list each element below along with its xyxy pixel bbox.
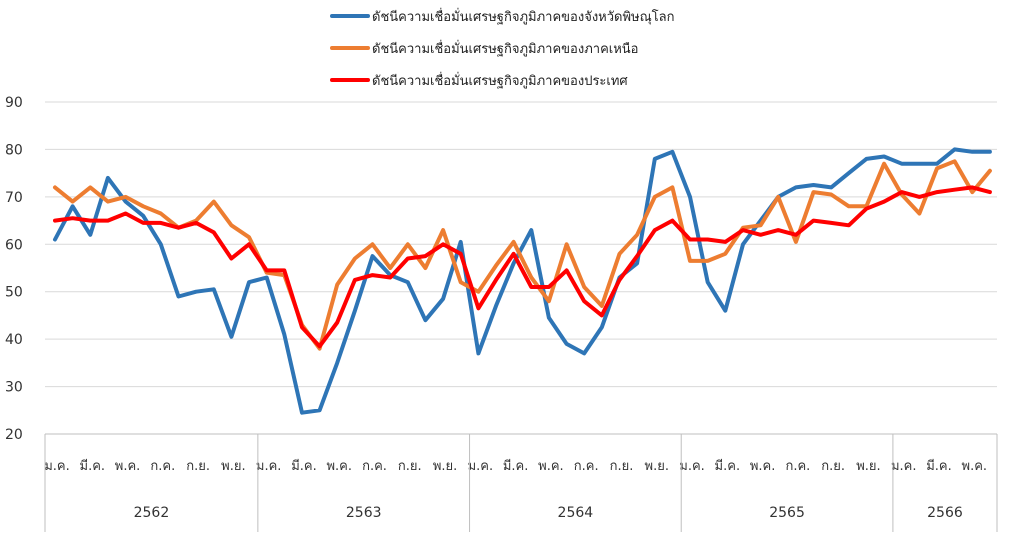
year-label: 2565 [769,505,805,521]
y-tick-label: 90 [5,95,23,111]
year-label: 2564 [558,505,594,521]
x-tick-label: ก.ค. [150,459,175,474]
x-tick-label: ม.ค. [891,459,917,474]
x-tick-label: ก.ย. [398,459,422,474]
series-line-2 [53,159,992,351]
grid-layer [45,101,997,388]
x-tick-label: มี.ค. [715,458,741,474]
x-tick-label: พ.ย. [856,459,880,474]
x-tick-label: ม.ค. [44,459,70,474]
legend-label: ดัชนีความเชื่อมั่นเศรษฐกิจภูมิภาคของจังห… [372,8,675,25]
x-tick-label: พ.ค. [750,459,776,474]
x-tick-label: ก.ค. [362,459,387,474]
y-tick-label: 40 [5,332,23,348]
y-tick-label: 80 [5,142,23,158]
x-tick-label: พ.ย. [433,459,457,474]
y-tick-label: 20 [5,427,23,443]
y-tick-label: 60 [5,237,23,253]
legend-label: ดัชนีความเชื่อมั่นเศรษฐกิจภูมิภาคของภาคเ… [372,40,638,57]
x-tick-label: มี.ค. [80,458,106,474]
x-tick-label: มี.ค. [291,458,317,474]
x-tick-label: พ.ย. [645,459,669,474]
x-tick-label: ก.ย. [186,459,210,474]
series-line-1 [53,147,992,415]
x-tick-label: ม.ค. [679,459,705,474]
x-tick-label: ก.ค. [574,459,599,474]
x-tick-label: ก.ค. [785,459,810,474]
year-label: 2566 [927,505,963,521]
y-tick-label: 50 [5,285,23,301]
y-tick-label: 30 [5,380,23,396]
x-tick-label: พ.ค. [962,459,988,474]
legend-label: ดัชนีความเชื่อมั่นเศรษฐกิจภูมิภาคของประเ… [372,72,628,89]
x-tick-label: มี.ค. [926,458,952,474]
legend: ดัชนีความเชื่อมั่นเศรษฐกิจภูมิภาคของจังห… [330,8,675,89]
x-tick-label: ม.ค. [468,459,494,474]
axis-layer: 20 30 40 50 60 70 80 90 ม.ค. มี.ค. พ.ค. ก.ค. ก.ย. พ.ย… [5,95,998,532]
x-tick-label: พ.ค. [326,459,352,474]
y-tick-label: 70 [5,190,23,206]
x-tick-label: พ.ย. [221,459,245,474]
x-tick-label: พ.ค. [115,459,141,474]
series-line-3 [53,185,992,349]
year-label: 2562 [134,505,170,521]
x-tick-label: ก.ย. [821,459,845,474]
year-label: 2563 [346,505,382,521]
x-tick-label: ก.ย. [610,459,634,474]
x-tick-label: พ.ค. [538,459,564,474]
x-tick-label: มี.ค. [503,458,529,474]
x-tick-label: ม.ค. [256,459,282,474]
series-layer [53,147,992,415]
